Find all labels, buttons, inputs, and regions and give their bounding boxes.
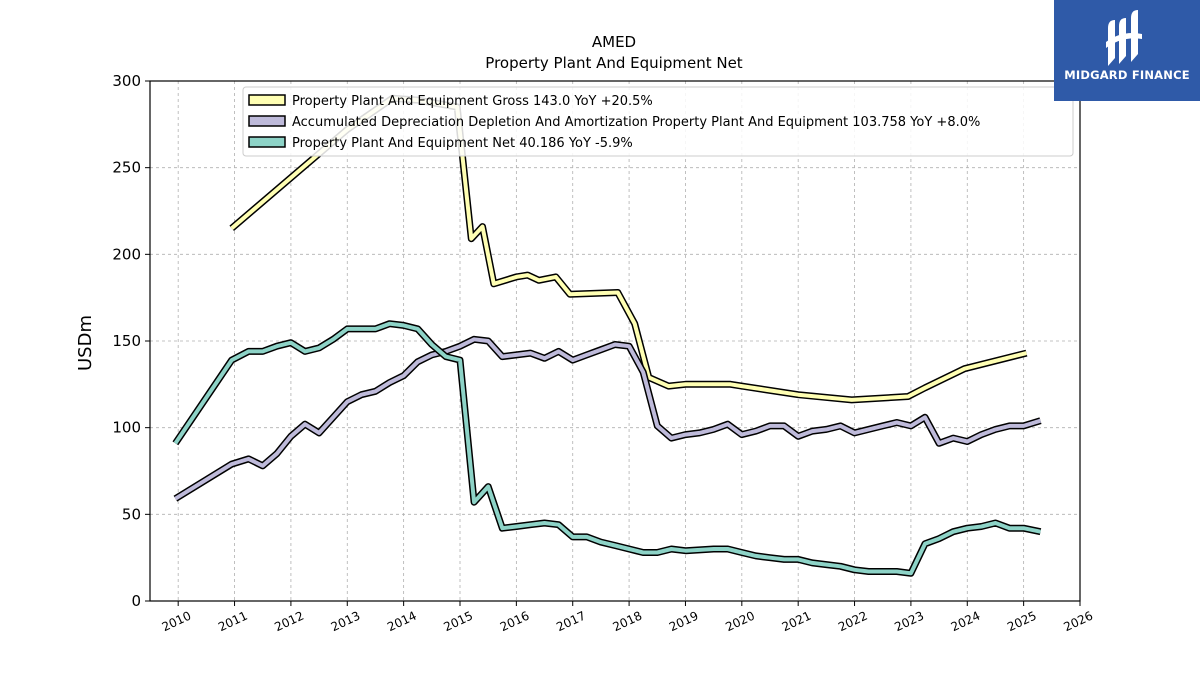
x-tick-label: 2011: [216, 609, 250, 635]
series-2: [172, 320, 1042, 577]
series-1: [173, 335, 1042, 502]
x-tick-label: 2014: [385, 609, 419, 635]
series-line: [174, 337, 1042, 501]
x-tick-label: 2016: [498, 609, 532, 635]
legend-label: Accumulated Depreciation Depletion And A…: [292, 115, 980, 130]
x-tick-label: 2012: [272, 609, 306, 635]
y-tick-label: 200: [112, 245, 141, 263]
x-axis: 2010 2011 2012 2013 2014 2015 2016 2017 2018 2019…: [160, 601, 1095, 634]
y-axis: 0 50 100 150 200 250 300: [112, 72, 150, 610]
x-tick-label: 2023: [892, 609, 926, 635]
y-tick-label: 50: [122, 505, 141, 523]
y-tick-label: 300: [112, 72, 141, 90]
brand-name: MIDGARD FINANCE: [1064, 68, 1190, 82]
brand-logo: MIDGARD FINANCE: [1054, 0, 1200, 101]
y-tick-label: 100: [112, 419, 141, 437]
brand-mark-icon: [1106, 10, 1142, 66]
x-tick-label: 2026: [1062, 609, 1096, 635]
legend-item: Property Plant And Equipment Gross 143.0…: [248, 94, 653, 109]
y-tick-label: 0: [131, 592, 141, 610]
x-tick-label: 2020: [723, 609, 757, 635]
legend-label: Property Plant And Equipment Gross 143.0…: [292, 94, 653, 109]
legend-box: [242, 86, 1074, 157]
legend-swatch: [248, 94, 286, 106]
x-tick-label: 2021: [780, 609, 814, 635]
chart-title: AMED: [592, 33, 636, 51]
x-tick-label: 2019: [667, 609, 701, 635]
x-tick-label: 2024: [949, 609, 983, 635]
x-tick-label: 2025: [1005, 609, 1039, 635]
legend-swatch: [248, 136, 286, 148]
x-tick-label: 2022: [836, 609, 870, 635]
series-line: [173, 321, 1041, 576]
x-tick-label: 2017: [554, 609, 588, 635]
legend-item: Accumulated Depreciation Depletion And A…: [248, 115, 980, 130]
legend-label: Property Plant And Equipment Net 40.186 …: [292, 136, 633, 151]
legend-item: Property Plant And Equipment Net 40.186 …: [248, 136, 633, 151]
x-tick-label: 2015: [442, 609, 476, 635]
legend: Property Plant And Equipment Gross 143.0…: [242, 86, 1074, 157]
x-tick-label: 2013: [329, 609, 363, 635]
y-tick-label: 250: [112, 159, 141, 177]
legend-swatch: [248, 115, 286, 127]
x-tick-label: 2018: [611, 609, 645, 635]
chart-subtitle: Property Plant And Equipment Net: [485, 54, 742, 72]
x-tick-label: 2010: [160, 609, 194, 635]
y-axis-label: USDm: [75, 315, 96, 371]
y-tick-label: 150: [112, 332, 141, 350]
